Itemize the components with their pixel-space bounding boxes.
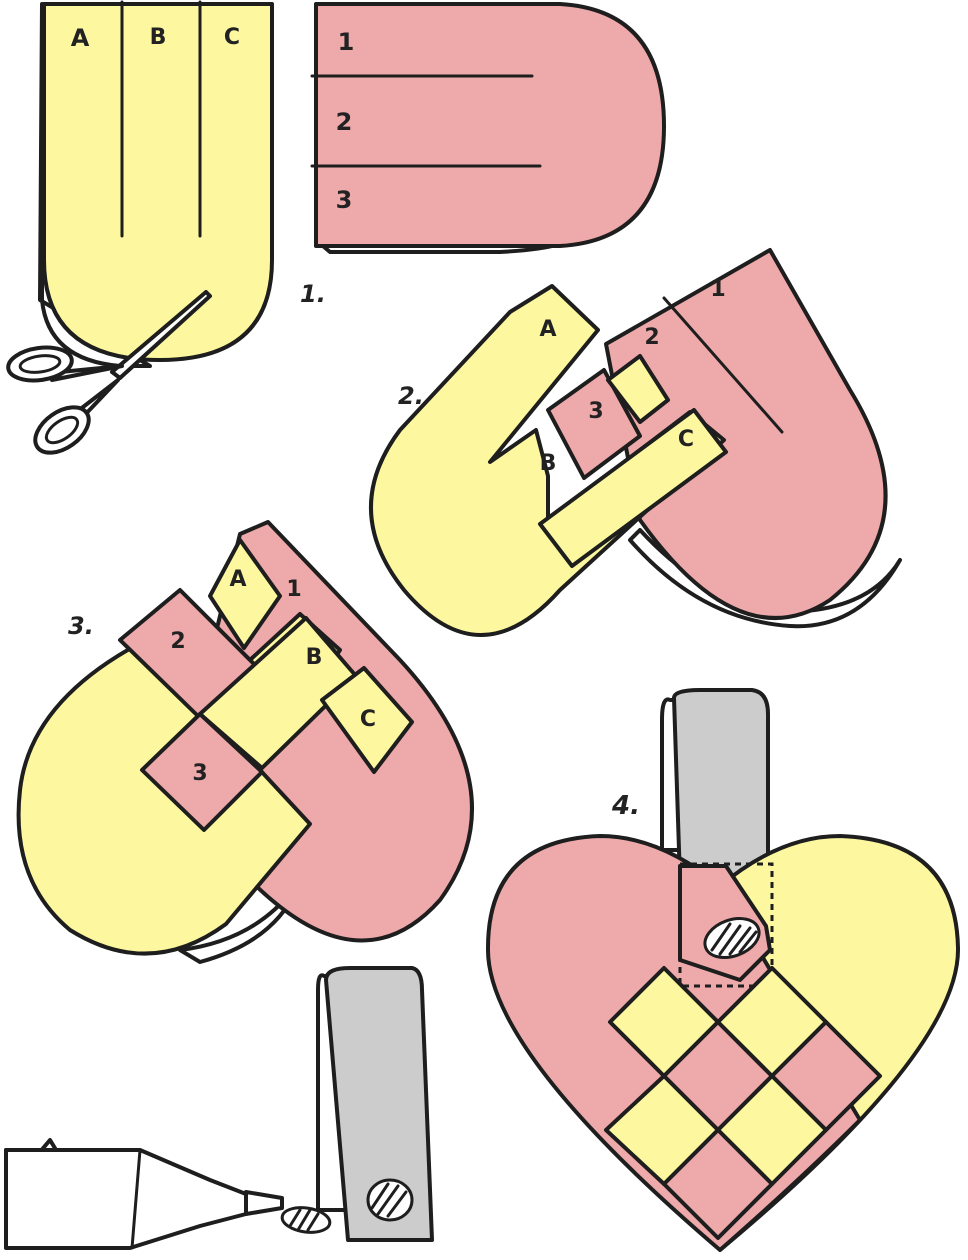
glue-spot — [703, 917, 761, 959]
step3-square-3 — [140, 712, 264, 832]
step2-label-2: 2 — [644, 325, 659, 350]
weave-pattern — [604, 966, 882, 1240]
glue-strip — [324, 966, 434, 1242]
scissors-icon — [6, 290, 212, 455]
step3-label-1: 1 — [286, 577, 301, 602]
step-4-number: 4. — [611, 791, 640, 821]
step2-strip-small — [606, 354, 670, 424]
step2-label-a: A — [539, 317, 556, 342]
step3-label-a: A — [229, 567, 246, 592]
strip-glue-spot — [366, 1178, 414, 1222]
step2-label-b: B — [540, 451, 557, 476]
step2-pink-piece — [604, 248, 888, 620]
label-2: 2 — [336, 108, 353, 136]
step-1-number: 1. — [300, 280, 326, 308]
yellow-folded-paper — [42, 2, 274, 362]
step-3-group: A 1 2 B C 3 3. — [16, 520, 474, 964]
glue-area-outline — [678, 862, 774, 988]
step3-label-2: 2 — [170, 629, 185, 654]
step-1-group: A B C 1 2 3 1. — [6, 0, 666, 455]
label-c: C — [224, 25, 240, 50]
step3-label-c: C — [360, 707, 376, 732]
step3-strip-a — [208, 538, 282, 650]
step-3-number: 3. — [68, 612, 94, 640]
step2-label-1: 1 — [710, 277, 725, 302]
step-4-group: 4. — [485, 688, 961, 1252]
step2-strip-3 — [546, 368, 642, 480]
pink-folded-paper — [314, 2, 666, 248]
label-3: 3 — [336, 186, 353, 214]
heart-handle — [672, 688, 770, 882]
step3-label-3: 3 — [192, 761, 207, 786]
step3-strip-c — [320, 666, 414, 774]
glue-tube-icon — [4, 1138, 332, 1250]
label-a: A — [71, 24, 90, 52]
step-2-number: 2. — [398, 382, 424, 410]
step2-strip-c — [538, 408, 728, 568]
step2-label-c: C — [678, 427, 694, 452]
label-1: 1 — [338, 28, 355, 56]
glue-step-group — [4, 966, 434, 1250]
step-2-group: 1 2 A B C 3 2. — [369, 248, 902, 637]
step2-label-3: 3 — [588, 399, 603, 424]
label-b: B — [150, 25, 167, 50]
step3-label-b: B — [306, 645, 323, 670]
